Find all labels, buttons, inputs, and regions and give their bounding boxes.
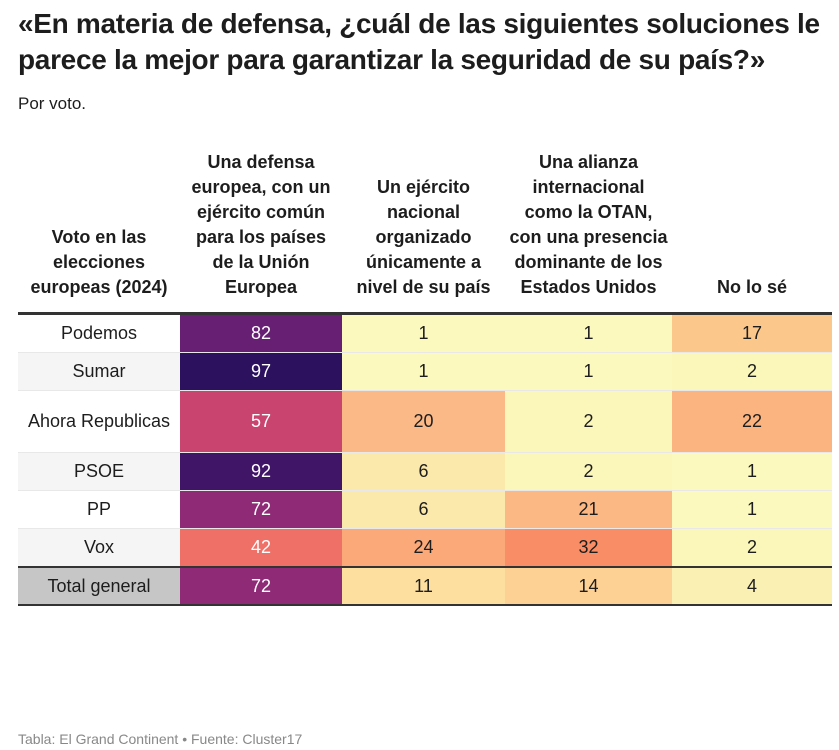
heatmap-cell: 1 bbox=[505, 352, 672, 391]
heatmap-cell: 11 bbox=[342, 566, 505, 606]
heatmap-cell: 92 bbox=[180, 452, 342, 491]
heatmap-cell: 2 bbox=[505, 452, 672, 491]
table-row: Podemos 82 1 1 17 bbox=[18, 313, 832, 353]
column-header: Una alianza internacional como la OTAN, … bbox=[505, 150, 672, 315]
heatmap-cell: 20 bbox=[342, 390, 505, 453]
heatmap-cell: 6 bbox=[342, 490, 505, 529]
heatmap-cell: 24 bbox=[342, 528, 505, 567]
row-label: PP bbox=[18, 490, 180, 529]
heatmap-cell: 6 bbox=[342, 452, 505, 491]
table-row: Total general 72 11 14 4 bbox=[18, 566, 832, 606]
heatmap-cell: 2 bbox=[672, 352, 832, 391]
row-label: Vox bbox=[18, 528, 180, 567]
column-header: Un ejército nacional organizado únicamen… bbox=[342, 150, 505, 315]
table-row: Ahora Republicas 57 20 2 22 bbox=[18, 390, 832, 453]
row-label: Total general bbox=[18, 566, 180, 606]
row-label: PSOE bbox=[18, 452, 180, 491]
heatmap-cell: 82 bbox=[180, 313, 342, 353]
row-label: Podemos bbox=[18, 313, 180, 353]
column-header: No lo sé bbox=[672, 150, 832, 315]
heatmap-cell: 17 bbox=[672, 313, 832, 353]
page-title: «En materia de defensa, ¿cuál de las sig… bbox=[18, 8, 820, 75]
heatmap-cell: 42 bbox=[180, 528, 342, 567]
heatmap-cell: 4 bbox=[672, 566, 832, 606]
heatmap-cell: 57 bbox=[180, 390, 342, 453]
heatmap-cell: 2 bbox=[505, 390, 672, 453]
heatmap-cell: 1 bbox=[342, 352, 505, 391]
heatmap-cell: 22 bbox=[672, 390, 832, 453]
source-footer: Tabla: El Grand Continent • Fuente: Clus… bbox=[18, 731, 303, 747]
heatmap-cell: 1 bbox=[672, 452, 832, 491]
row-header: Voto en las elecciones europeas (2024) bbox=[18, 150, 180, 315]
heatmap-cell: 1 bbox=[342, 313, 505, 353]
column-header: Una defensa europea, con un ejército com… bbox=[180, 150, 342, 315]
heatmap-cell: 72 bbox=[180, 490, 342, 529]
subtitle: Por voto. bbox=[18, 94, 87, 113]
heatmap-cell: 1 bbox=[672, 490, 832, 529]
table-row: Sumar 97 1 1 2 bbox=[18, 352, 832, 391]
table-row: PP 72 6 21 1 bbox=[18, 490, 832, 529]
heatmap-cell: 32 bbox=[505, 528, 672, 567]
heatmap-cell: 72 bbox=[180, 566, 342, 606]
row-label: Sumar bbox=[18, 352, 180, 391]
heatmap-cell: 97 bbox=[180, 352, 342, 391]
row-label: Ahora Republicas bbox=[18, 390, 180, 453]
heatmap-cell: 2 bbox=[672, 528, 832, 567]
table-row: PSOE 92 6 2 1 bbox=[18, 452, 832, 491]
table-row: Vox 42 24 32 2 bbox=[18, 528, 832, 567]
heatmap-cell: 14 bbox=[505, 566, 672, 606]
heatmap-table: Voto en las elecciones europeas (2024) U… bbox=[18, 150, 832, 606]
heatmap-cell: 1 bbox=[505, 313, 672, 353]
heatmap-cell: 21 bbox=[505, 490, 672, 529]
